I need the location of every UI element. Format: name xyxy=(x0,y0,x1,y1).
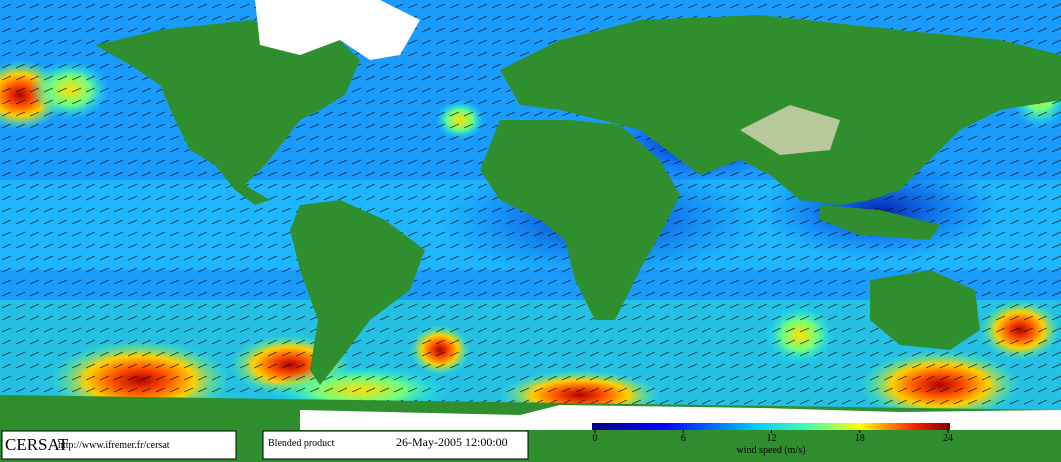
date: 26-May-2005 12:00:00 xyxy=(396,435,508,449)
colorbar-tick-label: 24 xyxy=(943,433,953,444)
plateau xyxy=(740,105,840,155)
url: http://www.ifremer.fr/cersat xyxy=(58,440,170,451)
info-box xyxy=(262,430,529,460)
colorbar-label: wind speed (m/s) xyxy=(737,445,806,456)
colorbar-axis: 0 6 12 18 24 xyxy=(593,430,953,444)
colorbar xyxy=(592,423,950,430)
colorbar-tick-label: 6 xyxy=(681,433,686,444)
colorbar-tick-label: 0 xyxy=(593,433,598,444)
colorbar-tick-label: 18 xyxy=(855,433,865,444)
product: Blended product xyxy=(268,438,335,449)
colorbar-tick-label: 12 xyxy=(767,433,777,444)
logo-box xyxy=(1,430,237,460)
logo: CERSAT xyxy=(5,435,69,454)
